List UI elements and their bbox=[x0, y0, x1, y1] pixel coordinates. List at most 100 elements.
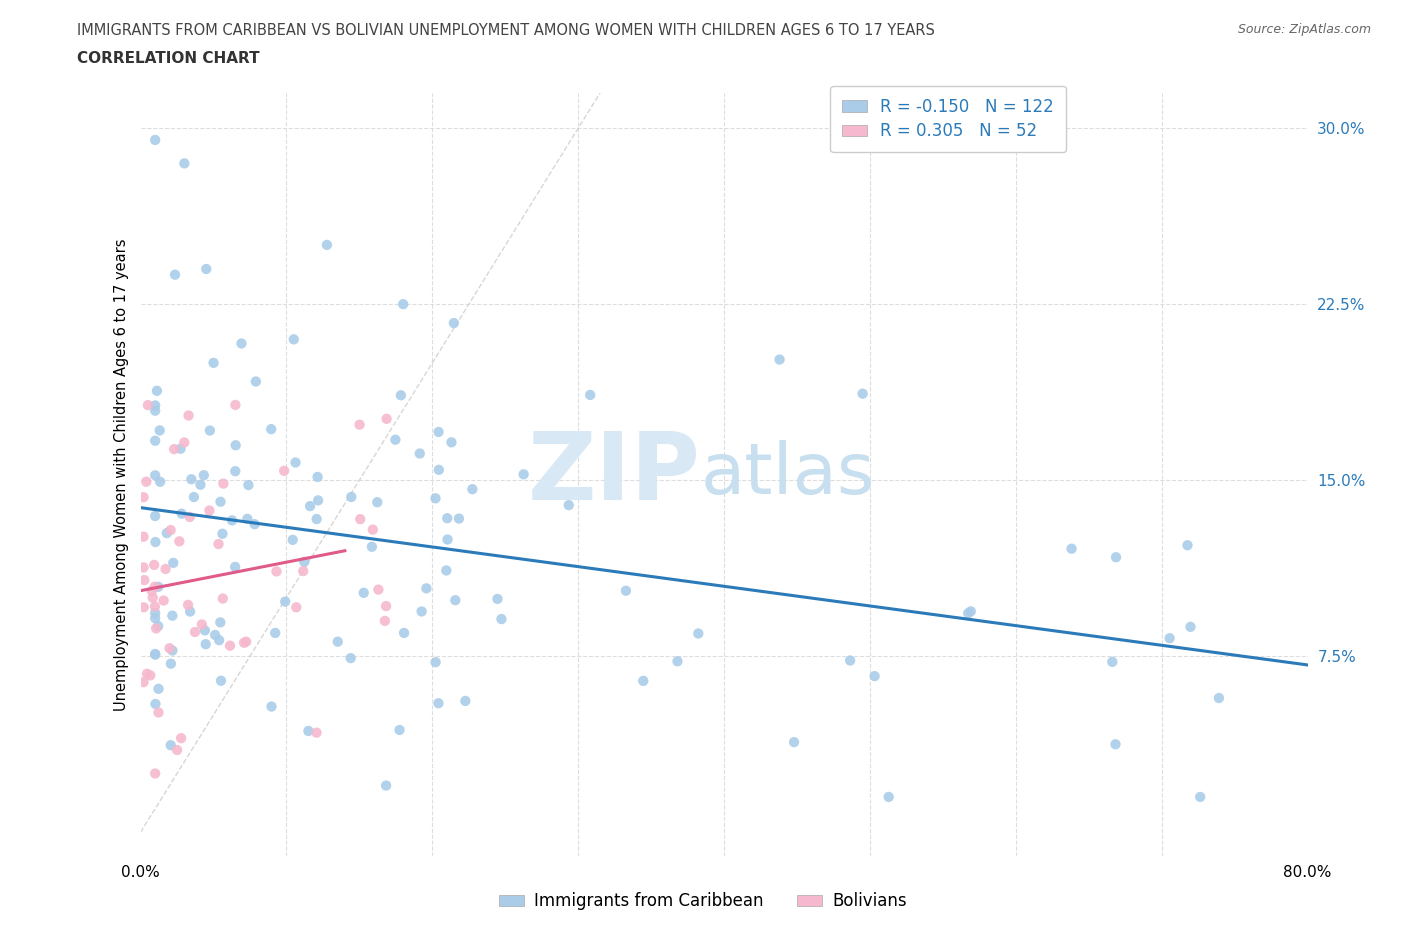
Point bbox=[486, 591, 509, 606]
Point bbox=[177, 597, 200, 612]
Point bbox=[783, 735, 806, 750]
Point bbox=[224, 560, 246, 575]
Point bbox=[162, 643, 184, 658]
Point bbox=[425, 655, 447, 670]
Point bbox=[149, 474, 172, 489]
Point bbox=[427, 424, 450, 439]
Point bbox=[307, 470, 329, 485]
Point bbox=[145, 697, 167, 711]
Point bbox=[169, 441, 191, 456]
Point bbox=[1104, 737, 1126, 751]
Point bbox=[180, 472, 202, 486]
Point bbox=[159, 737, 181, 752]
Point bbox=[461, 482, 484, 497]
Point bbox=[236, 512, 259, 526]
Text: IMMIGRANTS FROM CARIBBEAN VS BOLIVIAN UNEMPLOYMENT AMONG WOMEN WITH CHILDREN AGE: IMMIGRANTS FROM CARIBBEAN VS BOLIVIAN UN… bbox=[77, 23, 935, 38]
Point bbox=[207, 537, 229, 551]
Text: atlas: atlas bbox=[700, 440, 875, 509]
Point bbox=[633, 673, 655, 688]
Point bbox=[209, 673, 232, 688]
Point bbox=[202, 355, 225, 370]
Point bbox=[273, 463, 295, 478]
Point bbox=[134, 573, 156, 588]
Point bbox=[852, 386, 875, 401]
Text: CORRELATION CHART: CORRELATION CHART bbox=[77, 51, 260, 66]
Point bbox=[285, 600, 308, 615]
Point bbox=[260, 421, 283, 436]
Point bbox=[360, 539, 382, 554]
Point bbox=[274, 594, 297, 609]
Text: ZIP: ZIP bbox=[527, 429, 700, 520]
Point bbox=[264, 626, 287, 641]
Point bbox=[339, 651, 361, 666]
Point bbox=[184, 625, 207, 640]
Point bbox=[292, 564, 315, 578]
Point bbox=[162, 608, 184, 623]
Point bbox=[688, 626, 710, 641]
Point bbox=[425, 491, 447, 506]
Point bbox=[209, 494, 232, 509]
Point bbox=[177, 408, 200, 423]
Point bbox=[212, 476, 235, 491]
Point bbox=[179, 604, 201, 619]
Point bbox=[179, 510, 201, 525]
Point bbox=[326, 634, 349, 649]
Point bbox=[297, 724, 319, 738]
Point bbox=[143, 132, 166, 147]
Legend: Immigrants from Caribbean, Bolivians: Immigrants from Caribbean, Bolivians bbox=[492, 885, 914, 917]
Point bbox=[132, 560, 155, 575]
Point bbox=[145, 621, 167, 636]
Point bbox=[135, 474, 157, 489]
Point bbox=[190, 477, 212, 492]
Point bbox=[392, 297, 415, 312]
Text: Source: ZipAtlas.com: Source: ZipAtlas.com bbox=[1237, 23, 1371, 36]
Point bbox=[183, 489, 205, 504]
Point bbox=[384, 432, 406, 447]
Point bbox=[221, 513, 243, 528]
Point bbox=[579, 388, 602, 403]
Point bbox=[143, 579, 166, 594]
Point bbox=[491, 612, 513, 627]
Point bbox=[166, 742, 188, 757]
Point bbox=[193, 468, 215, 483]
Point bbox=[444, 592, 467, 607]
Point bbox=[143, 605, 166, 620]
Point bbox=[149, 423, 172, 438]
Point bbox=[1208, 691, 1230, 706]
Point bbox=[436, 511, 458, 525]
Point bbox=[558, 498, 581, 512]
Point bbox=[160, 657, 183, 671]
Point bbox=[281, 532, 304, 547]
Point bbox=[1159, 631, 1181, 645]
Point bbox=[863, 669, 886, 684]
Point bbox=[957, 605, 980, 620]
Point bbox=[349, 418, 371, 432]
Point bbox=[195, 261, 218, 276]
Point bbox=[211, 526, 233, 541]
Point bbox=[143, 509, 166, 524]
Point bbox=[132, 490, 155, 505]
Point bbox=[143, 557, 166, 572]
Point bbox=[427, 696, 450, 711]
Point bbox=[260, 699, 283, 714]
Point bbox=[666, 654, 689, 669]
Point bbox=[436, 532, 458, 547]
Point bbox=[143, 404, 166, 418]
Point bbox=[163, 442, 186, 457]
Y-axis label: Unemployment Among Women with Children Ages 6 to 17 years: Unemployment Among Women with Children A… bbox=[114, 238, 129, 711]
Point bbox=[427, 462, 450, 477]
Point bbox=[211, 591, 233, 606]
Point bbox=[614, 583, 637, 598]
Point bbox=[389, 388, 412, 403]
Point bbox=[136, 398, 159, 413]
Point bbox=[415, 581, 437, 596]
Point bbox=[155, 562, 177, 577]
Point bbox=[434, 563, 457, 578]
Point bbox=[132, 675, 155, 690]
Point bbox=[169, 534, 191, 549]
Point bbox=[375, 778, 398, 793]
Point bbox=[143, 599, 166, 614]
Point bbox=[132, 529, 155, 544]
Point bbox=[143, 766, 166, 781]
Point bbox=[411, 604, 433, 618]
